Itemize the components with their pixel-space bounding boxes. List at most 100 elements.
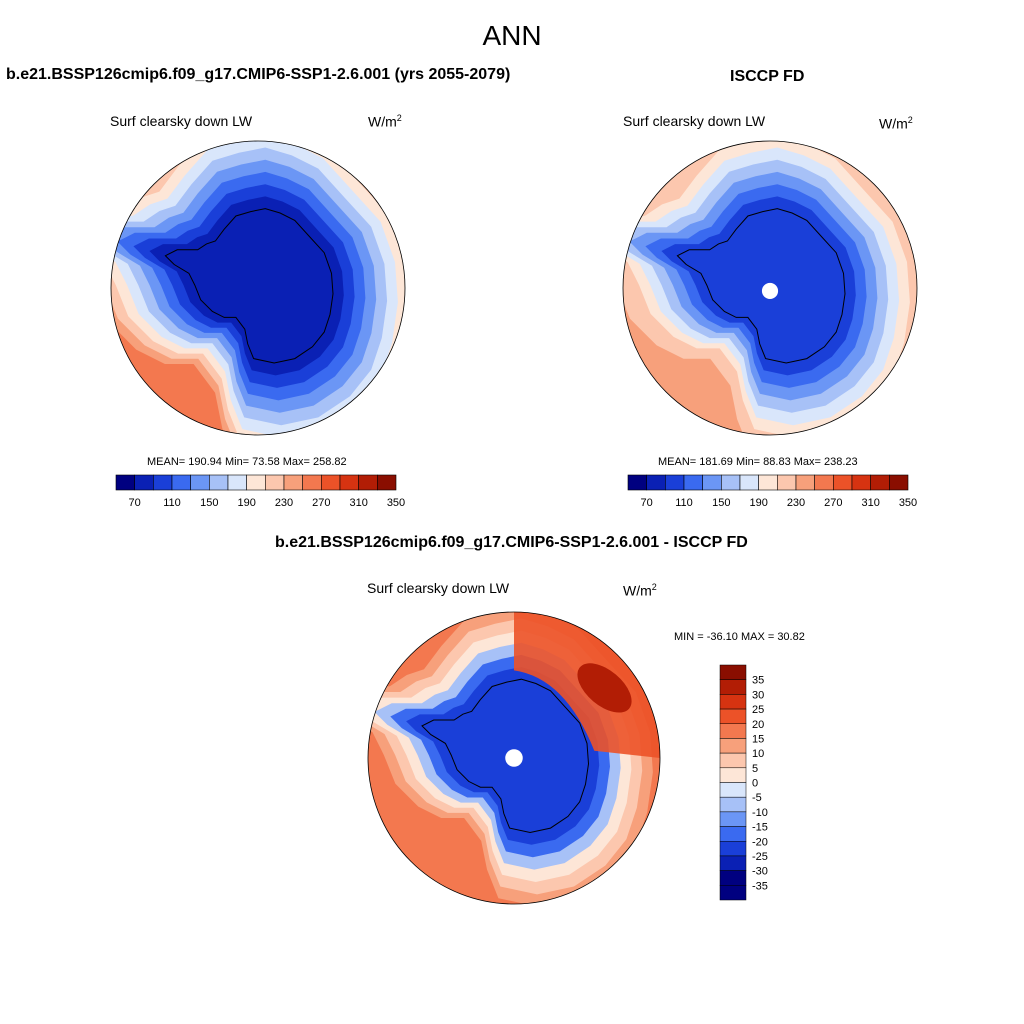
diff-units-label: W/m2	[623, 582, 657, 599]
cbar-model-tick-label: 190	[237, 497, 255, 509]
cbar-diff-tick-label: -10	[752, 807, 768, 819]
map-model-coastline	[164, 208, 334, 364]
cbar-diff-tick-label: -20	[752, 836, 768, 848]
map-diff-zone-6	[406, 667, 600, 845]
cbar-model-swatch-10	[302, 474, 322, 491]
cbar-diff-tick-label: 5	[752, 763, 758, 775]
cbar-diff-swatch-5	[719, 738, 747, 754]
cbar-obs-swatch-4	[702, 474, 722, 491]
cbar-obs-swatch-2	[665, 474, 685, 491]
cbar-diff-swatch-9	[719, 796, 747, 813]
cbar-model-tick-label: 230	[275, 497, 293, 509]
map-diff-coastline	[421, 678, 590, 834]
map-model-zone-9	[149, 196, 344, 376]
map-obs-coastline	[676, 208, 846, 364]
cbar-model-tick-label: 70	[129, 497, 141, 509]
cbar-diff-swatch-10	[719, 811, 747, 827]
cbar-model-swatch-5	[209, 474, 229, 491]
cbar-diff-tick-label: -5	[752, 792, 762, 804]
obs-units-label: W/m2	[879, 115, 913, 132]
cbar-diff-tick-label: -35	[752, 880, 768, 892]
cbar-obs-swatch-3	[683, 474, 703, 491]
cbar-obs-swatch-5	[721, 474, 741, 491]
cbar-obs-tick-label: 310	[861, 497, 879, 509]
cbar-obs-swatch-0	[627, 474, 647, 491]
cbar-model-swatch-3	[171, 474, 191, 491]
cbar-obs-swatch-8	[777, 474, 797, 491]
cbar-model-swatch-11	[321, 474, 341, 491]
cbar-diff-swatch-12	[719, 841, 747, 857]
cbar-diff-tick-label: 20	[752, 719, 764, 731]
map-obs-pole-hole	[761, 282, 779, 300]
cbar-model-tick-label: 150	[200, 497, 218, 509]
cbar-diff-tick-label: -15	[752, 822, 768, 834]
cbar-model-swatch-6	[227, 474, 247, 491]
cbar-obs-tick-label: 350	[899, 497, 917, 509]
cbar-diff-swatch-11	[719, 826, 747, 842]
cbar-model-swatch-14	[377, 474, 397, 491]
cbar-model-swatch-8	[265, 474, 285, 491]
cbar-obs-tick-label: 150	[712, 497, 730, 509]
diff-polar-map	[367, 611, 661, 905]
map-diff-pole-hole	[505, 749, 523, 767]
cbar-diff-tick-label: 30	[752, 689, 764, 701]
cbar-obs-tick-label: 230	[787, 497, 805, 509]
cbar-obs-tick-label: 190	[749, 497, 767, 509]
obs-stats: MEAN= 181.69 Min= 88.83 Max= 238.23	[658, 456, 858, 468]
cbar-diff-swatch-4	[719, 723, 747, 739]
cbar-obs-swatch-12	[851, 474, 871, 491]
cbar-diff-tick-label: 25	[752, 704, 764, 716]
cbar-model-swatch-4	[190, 474, 210, 491]
cbar-model-tick-label: 270	[312, 497, 330, 509]
cbar-diff-tick-label: 10	[752, 748, 764, 760]
model-stats: MEAN= 190.94 Min= 73.58 Max= 258.82	[147, 456, 347, 468]
cbar-diff-swatch-7	[719, 767, 747, 783]
cbar-diff-tick-label: 35	[752, 675, 764, 687]
map-obs-border	[622, 140, 918, 436]
cbar-model-swatch-12	[339, 474, 359, 491]
map-diff-border	[367, 611, 661, 905]
cbar-model-tick-label: 110	[163, 497, 181, 509]
cbar-obs-tick-label: 270	[824, 497, 842, 509]
diff-variable-label: Surf clearsky down LW	[367, 580, 510, 596]
cbar-diff-tick-label: -30	[752, 866, 768, 878]
model-polar-map	[110, 140, 406, 436]
cbar-model-swatch-1	[134, 474, 154, 491]
cbar-diff-swatch-15	[719, 885, 747, 901]
cbar-diff-swatch-1	[719, 679, 747, 695]
cbar-diff-swatch-6	[719, 752, 747, 769]
obs-variable-label: Surf clearsky down LW	[623, 113, 766, 129]
map-model-border	[110, 140, 406, 436]
cbar-model-swatch-2	[153, 474, 173, 491]
cbar-model-tick-label: 310	[349, 497, 367, 509]
cbar-obs-swatch-7	[758, 474, 778, 491]
cbar-model-swatch-9	[283, 474, 303, 491]
cbar-obs-tick-label: 110	[675, 497, 693, 509]
cbar-model-swatch-7	[246, 474, 266, 491]
cbar-diff-swatch-8	[719, 782, 747, 798]
cbar-obs-tick-label: 70	[641, 497, 653, 509]
main-title: ANN	[482, 20, 542, 51]
model-variable-label: Surf clearsky down LW	[110, 113, 253, 129]
cbar-obs-swatch-13	[870, 474, 890, 491]
cbar-diff-swatch-14	[719, 870, 747, 886]
cbar-diff-swatch-2	[719, 694, 747, 710]
cbar-model-swatch-0	[115, 474, 135, 491]
map-diff-max-anomaly	[577, 663, 632, 713]
obs-polar-map	[622, 140, 918, 436]
obs-colorbar: 70 110 150 190 230 270 310 350	[627, 474, 917, 509]
model-units-label: W/m2	[368, 113, 402, 130]
cbar-model-tick-label: 350	[387, 497, 405, 509]
model-panel-title: b.e21.BSSP126cmip6.f09_g17.CMIP6-SSP1-2.…	[6, 66, 511, 83]
cbar-obs-swatch-11	[833, 474, 853, 491]
cbar-obs-swatch-1	[646, 474, 666, 491]
cbar-obs-swatch-6	[739, 474, 759, 491]
cbar-diff-swatch-3	[719, 708, 747, 724]
cbar-obs-swatch-10	[814, 474, 834, 491]
cbar-diff-tick-label: 15	[752, 733, 764, 745]
cbar-diff-swatch-0	[719, 664, 747, 680]
diff-colorbar: 35 30 25 20 15 10 5 0 -5 -10 -15 -20 -25 -30 -35	[719, 664, 768, 901]
obs-panel-title: ISCCP FD	[730, 68, 805, 85]
cbar-diff-tick-label: 0	[752, 778, 758, 790]
cbar-obs-swatch-9	[795, 474, 815, 491]
